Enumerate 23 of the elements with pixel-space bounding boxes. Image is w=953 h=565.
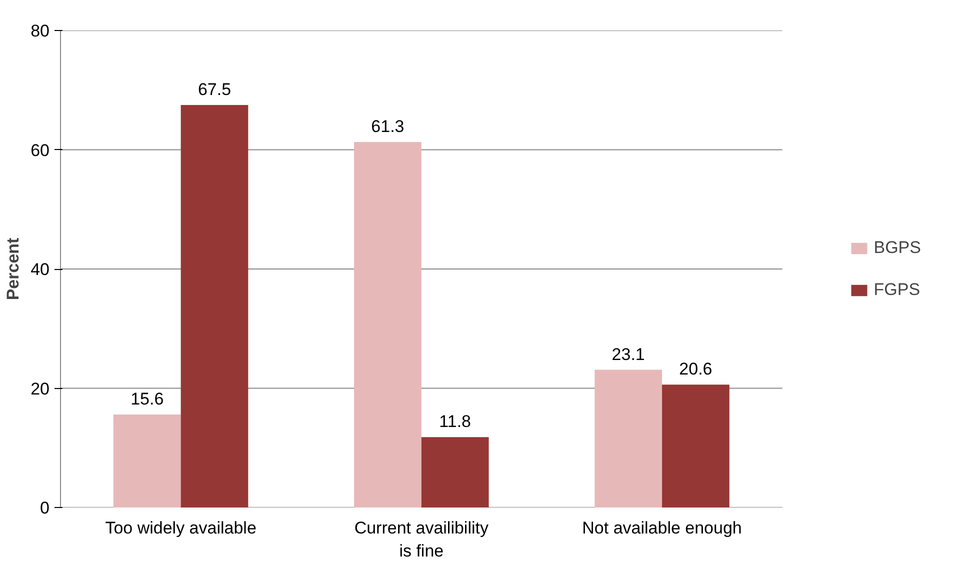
bar <box>421 437 489 508</box>
bar <box>354 142 422 508</box>
data-label: 23.1 <box>612 344 645 364</box>
bar <box>113 414 181 508</box>
y-tick-label: 80 <box>30 22 50 40</box>
data-label: 20.6 <box>679 360 712 379</box>
x-tick-label: Too widely available <box>105 518 256 538</box>
bar <box>180 105 248 508</box>
y-axis-title: Percent <box>4 237 23 300</box>
data-label: 15.6 <box>130 389 164 408</box>
bar <box>662 384 730 508</box>
x-tick-label: Not available enough <box>582 518 742 538</box>
y-tick-label: 0 <box>40 498 50 518</box>
data-label: 61.3 <box>371 117 404 136</box>
data-label: 11.8 <box>439 412 472 432</box>
y-tick-label: 60 <box>30 140 50 160</box>
bar <box>594 370 662 508</box>
y-tick-label: 40 <box>30 260 50 279</box>
x-tick-label: Current availibility is fine <box>354 518 489 560</box>
y-tick-label: 20 <box>30 379 50 398</box>
data-label: 67.5 <box>198 80 232 100</box>
legend-label: BGPS <box>874 238 921 258</box>
legend-label: FGPS <box>874 280 920 300</box>
